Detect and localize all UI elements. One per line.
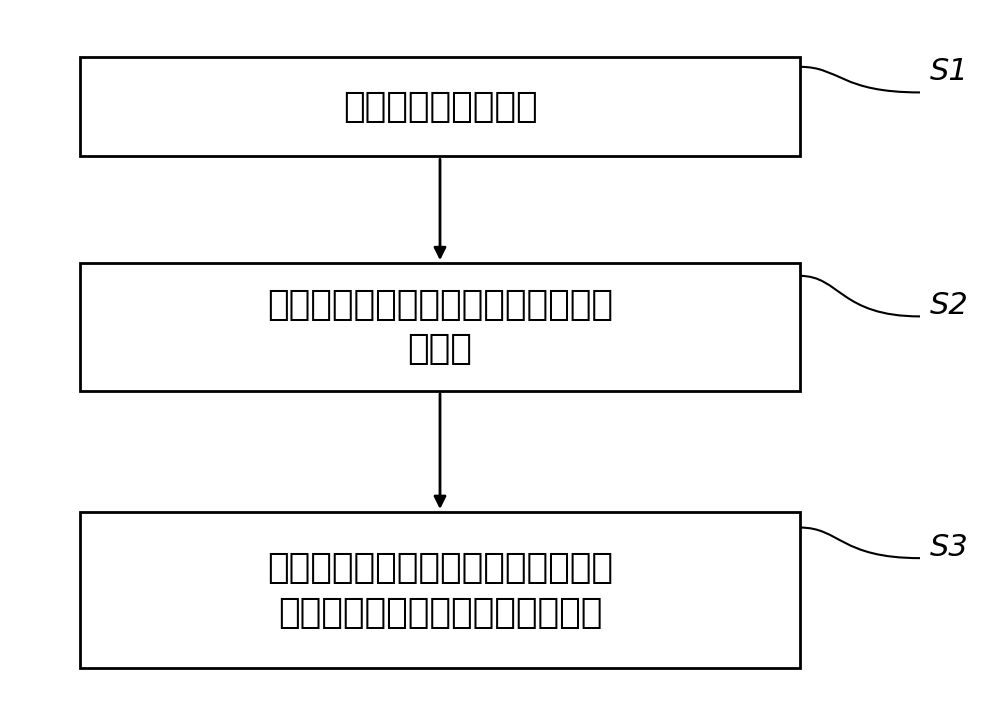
Text: 发送所述操作指令至电机，以使所述
电机基于所述操作指令控制方向盘: 发送所述操作指令至电机，以使所述 电机基于所述操作指令控制方向盘 xyxy=(267,551,613,629)
Text: S3: S3 xyxy=(930,533,969,562)
FancyBboxPatch shape xyxy=(80,512,800,668)
Text: S2: S2 xyxy=(930,292,969,320)
Text: 识别所述待识别语音指令，并生成操
作指令: 识别所述待识别语音指令，并生成操 作指令 xyxy=(267,288,613,366)
FancyBboxPatch shape xyxy=(80,263,800,391)
Text: 接收待识别语音指令: 接收待识别语音指令 xyxy=(343,90,537,124)
FancyBboxPatch shape xyxy=(80,57,800,156)
Text: S1: S1 xyxy=(930,57,969,85)
